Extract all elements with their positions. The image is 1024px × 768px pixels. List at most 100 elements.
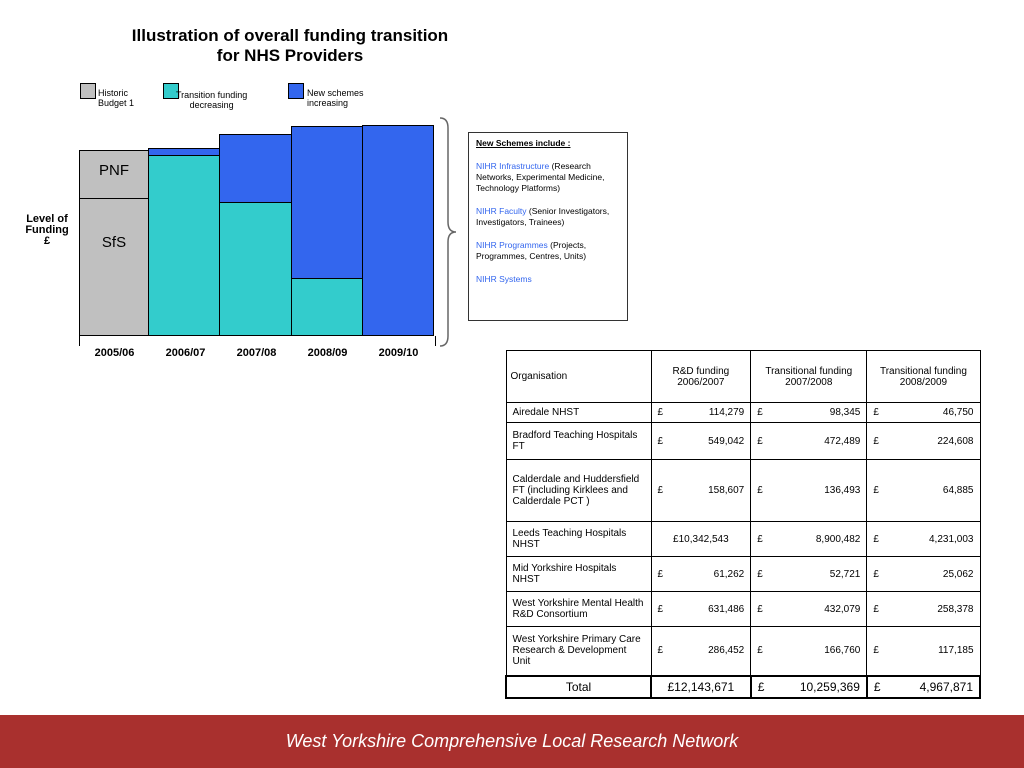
money-cell: £258,378 xyxy=(866,591,981,627)
org-cell: Bradford Teaching Hospitals FT xyxy=(505,422,652,460)
money-cell: £117,185 xyxy=(866,626,981,676)
bar-transition xyxy=(148,155,220,336)
scheme-item: NIHR Programmes (Projects, Programmes, C… xyxy=(476,240,620,262)
currency: £ xyxy=(873,568,879,580)
org-cell: Leeds Teaching Hospitals NHST xyxy=(505,521,652,557)
header-cell: Transitional funding 2007/2008 xyxy=(750,350,868,403)
amount: 158,607 xyxy=(708,485,745,496)
amount: 4,231,003 xyxy=(929,533,974,545)
money: £158,607 xyxy=(658,485,745,496)
segment-label: SfS xyxy=(101,234,127,251)
x-labels: 2005/06 2006/07 2007/08 2008/09 2009/10 xyxy=(79,347,434,359)
money: £61,262 xyxy=(658,569,745,580)
scheme-item: NIHR Systems xyxy=(476,274,620,285)
legend-text: decreasing xyxy=(189,100,234,110)
amount: 117,185 xyxy=(938,645,974,657)
amount: 166,760 xyxy=(824,645,861,657)
header-cell: Transitional funding 2008/2009 xyxy=(866,350,981,403)
money: £12,143,671 xyxy=(658,680,744,694)
bracket xyxy=(439,117,457,347)
money: £4,231,003 xyxy=(873,534,973,545)
money: £25,062 xyxy=(873,569,973,580)
segment-label: PNF xyxy=(99,162,129,179)
money-cell: £98,345 xyxy=(750,402,868,423)
currency: £ xyxy=(873,603,879,615)
amount: 25,062 xyxy=(942,568,974,580)
money: £98,345 xyxy=(757,407,860,418)
x-tick-label: 2007/08 xyxy=(236,347,277,359)
legend-text: increasing xyxy=(307,98,349,108)
currency: £ xyxy=(757,568,763,580)
y-label-line: £ xyxy=(43,235,51,247)
y-label: Level of Funding £ xyxy=(22,214,72,247)
currency: £ xyxy=(757,645,763,657)
scheme-item: NIHR Faculty (Senior Investigators, Inve… xyxy=(476,206,620,228)
money-cell: £166,760 xyxy=(750,626,868,676)
amount: 10,259,369 xyxy=(799,679,860,694)
x-tick-label: 2006/07 xyxy=(165,347,206,359)
legend-swatch xyxy=(288,83,304,99)
currency: £ xyxy=(873,407,879,418)
money-cell: £25,062 xyxy=(866,556,981,592)
segment-sfs xyxy=(79,198,149,336)
currency: £ xyxy=(873,645,879,657)
money-cell: £4,967,871 xyxy=(865,674,982,699)
money-cell: £224,608 xyxy=(866,422,981,460)
bar-new xyxy=(362,125,434,336)
amount: 52,721 xyxy=(829,568,861,580)
money: £549,042 xyxy=(658,436,745,447)
money-cell: £549,042 xyxy=(650,422,752,460)
scheme-detail: (Senior Investigators, Investigators, Tr… xyxy=(476,206,610,227)
table-row: Calderdale and Huddersfield FT (includin… xyxy=(505,459,981,522)
amount: 136,493 xyxy=(824,485,861,496)
currency: £ xyxy=(873,435,879,447)
amount: 631,486 xyxy=(708,603,745,615)
money-cell: £432,079 xyxy=(750,591,868,627)
funding-table: Organisation R&D funding 2006/2007 Transit… xyxy=(505,350,982,699)
org-cell: Airedale NHST xyxy=(505,402,652,423)
bar-new xyxy=(291,126,363,279)
money-cell: £10,259,369 xyxy=(749,674,868,699)
amount: 549,042 xyxy=(708,435,745,447)
money-cell: £8,900,482 xyxy=(750,521,868,557)
currency: £ xyxy=(657,603,664,615)
title-line: Illustration of overall funding transiti… xyxy=(131,26,449,45)
currency: £ xyxy=(757,603,763,615)
money: £114,279 xyxy=(658,407,745,418)
money: £631,486 xyxy=(658,604,745,615)
currency: £ xyxy=(873,679,881,694)
scheme-name: NIHR Systems xyxy=(476,274,532,284)
table-row: Leeds Teaching Hospitals NHST £10,342,543… xyxy=(505,521,981,557)
amount: 224,608 xyxy=(937,435,974,447)
money-cell: £158,607 xyxy=(650,459,752,522)
header-cell: Organisation xyxy=(505,350,652,403)
y-label-line: Funding xyxy=(25,224,69,236)
money-cell: £631,486 xyxy=(650,591,752,627)
table-row: West Yorkshire Primary Care Research & D… xyxy=(505,626,981,676)
scheme-name: NIHR Programmes xyxy=(476,240,548,250)
legend-label: Transition funding decreasing xyxy=(176,90,247,110)
table-row: Airedale NHST £114,279 £98,345 £46,750 xyxy=(505,402,981,423)
amount: 258,378 xyxy=(937,603,974,615)
bar-transition xyxy=(219,202,292,336)
scheme-detail: (Projects, Programmes, Centres, Units) xyxy=(476,240,587,261)
scheme-name: NIHR Infrastructure xyxy=(476,161,550,171)
legend-label: Historic Budget 1 xyxy=(98,88,134,108)
money: £4,967,871 xyxy=(874,680,973,694)
currency: £ xyxy=(657,645,664,657)
money: £64,885 xyxy=(873,485,973,496)
org-cell: West Yorkshire Primary Care Research & D… xyxy=(505,626,652,676)
scheme-name: NIHR Faculty xyxy=(476,206,527,216)
money-cell: £12,143,671 xyxy=(650,674,752,699)
money-cell: £64,885 xyxy=(866,459,981,522)
money: £52,721 xyxy=(757,569,860,580)
amount: 432,079 xyxy=(824,603,861,615)
legend-text: Transition funding xyxy=(176,90,248,100)
header-cell: R&D funding 2006/2007 xyxy=(650,350,752,403)
amount: £10,342,543 xyxy=(673,533,729,545)
money-cell: £10,342,543 xyxy=(650,521,752,557)
amount: 8,900,482 xyxy=(815,533,861,545)
money-cell: £46,750 xyxy=(866,402,981,423)
money-cell: £286,452 xyxy=(650,626,752,676)
axis xyxy=(79,336,436,346)
